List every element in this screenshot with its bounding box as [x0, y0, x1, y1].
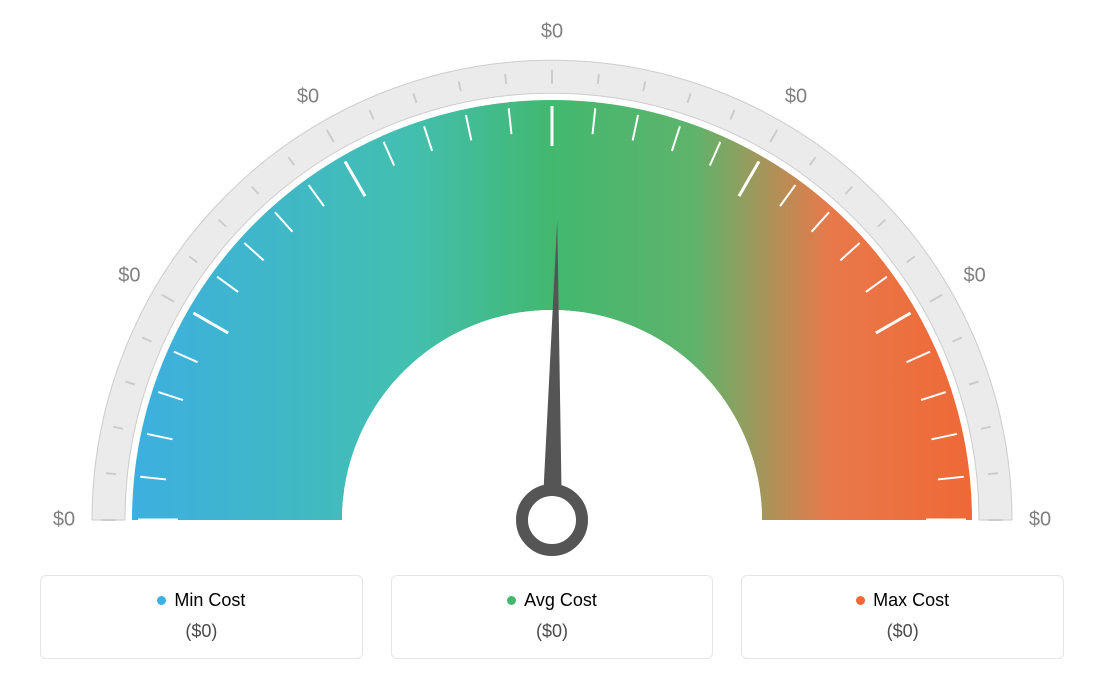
gauge-tick-label: $0 [963, 265, 985, 288]
legend-dot-max [856, 596, 865, 605]
gauge-tick-label: $0 [541, 21, 563, 44]
legend-value-avg: ($0) [392, 621, 713, 642]
legend-row: Min Cost ($0) Avg Cost ($0) Max Cost ($0… [40, 575, 1064, 659]
legend-dot-min [157, 596, 166, 605]
gauge-tick-label: $0 [118, 265, 140, 288]
legend-card-avg: Avg Cost ($0) [391, 575, 714, 659]
legend-title-min: Min Cost [41, 590, 362, 611]
legend-card-min: Min Cost ($0) [40, 575, 363, 659]
legend-value-max: ($0) [742, 621, 1063, 642]
legend-title-avg: Avg Cost [392, 590, 713, 611]
cost-gauge-widget: $0 $0 $0 $0 $0 $0 $0 Min Cost ($0) Avg Cost ($… [0, 0, 1104, 690]
legend-label-min: Min Cost [174, 590, 245, 610]
gauge-tick-label: $0 [297, 86, 319, 109]
gauge-chart: $0 $0 $0 $0 $0 $0 $0 [0, 0, 1104, 560]
gauge-tick-label: $0 [53, 509, 75, 532]
legend-dot-avg [507, 596, 516, 605]
legend-card-max: Max Cost ($0) [741, 575, 1064, 659]
gauge-tick-label: $0 [785, 86, 807, 109]
legend-value-min: ($0) [41, 621, 362, 642]
legend-title-max: Max Cost [742, 590, 1063, 611]
legend-label-max: Max Cost [873, 590, 949, 610]
gauge-tick-label: $0 [1029, 509, 1051, 532]
legend-label-avg: Avg Cost [524, 590, 597, 610]
